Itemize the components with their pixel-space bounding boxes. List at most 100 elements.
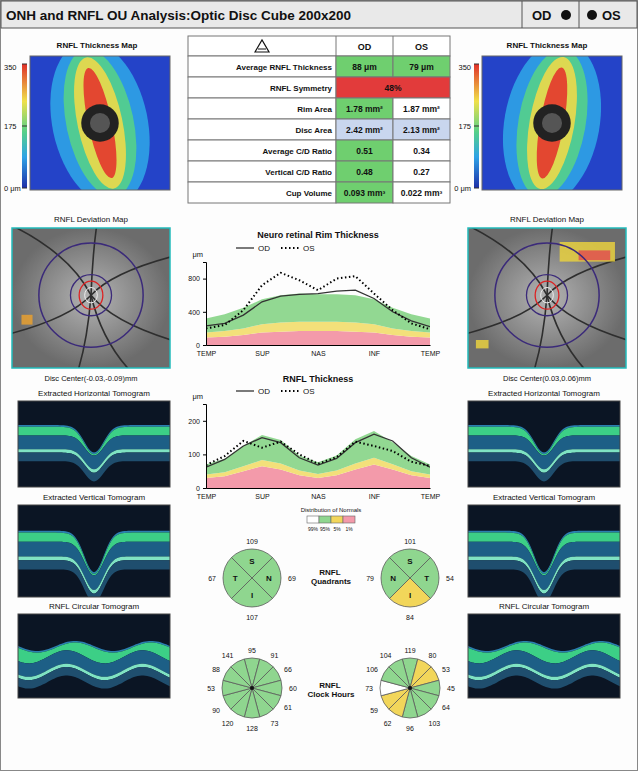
legend-swatch: [307, 516, 319, 523]
tomogram-background: [468, 401, 620, 487]
panel-title: RNFL Deviation Map: [510, 215, 585, 224]
legend-label: OD: [258, 387, 270, 396]
tomogram-border: [18, 505, 170, 597]
retina-layer: [468, 667, 620, 688]
data-label: 60: [289, 685, 297, 692]
color-bar-tick: [22, 188, 27, 189]
tomogram: [18, 401, 170, 487]
column-header: OD: [358, 42, 372, 52]
legend: OD OS: [236, 244, 315, 253]
data-label: 73: [365, 685, 373, 692]
tick-label: 0: [196, 342, 200, 349]
legend-label: OS: [303, 244, 315, 253]
legend-swatch: [319, 516, 331, 523]
map-zone: [491, 56, 614, 190]
color-bar-tick: [22, 126, 27, 127]
tick-mark: [203, 312, 206, 313]
map-zone: [506, 56, 598, 190]
map-zone: [531, 66, 574, 181]
data-label: 88: [212, 666, 220, 673]
color-bar: 3501750 μm: [4, 63, 27, 193]
y-axis: 0100200: [188, 405, 206, 492]
cell-value: 0.022 mm³: [401, 188, 443, 198]
data-label: 103: [429, 720, 441, 727]
title: ONH and RNFL OU Analysis:Optic Disc Cube…: [6, 8, 351, 23]
sector-diagram: 959166606173128120905388141: [207, 647, 297, 732]
tick-label: SUP: [255, 493, 270, 500]
tick-mark: [203, 421, 206, 422]
x-axis: TEMPSUPNASINFTEMP: [197, 488, 441, 500]
cup-outline: [541, 288, 554, 303]
panel-title: Extracted Horizontal Tomogram: [38, 389, 150, 398]
row-label-cell: [188, 119, 336, 140]
tomogram-border: [468, 401, 620, 487]
data-label: 109: [246, 538, 258, 545]
deviation-map: [12, 228, 170, 368]
optic-cup: [542, 113, 562, 133]
data-label: 101: [404, 538, 416, 545]
retina-layer: [468, 560, 620, 597]
center-dot: [250, 686, 254, 690]
x-tick: NAS: [311, 488, 326, 500]
map-zone: [52, 56, 149, 190]
x-tick: SUP: [255, 488, 270, 500]
map-border: [12, 228, 170, 368]
sector: [231, 659, 252, 688]
data-label: 91: [271, 652, 279, 659]
sector-label: I: [409, 591, 411, 600]
tomogram-background: [18, 505, 170, 597]
chart-title: Neuro retinal Rim Thickness: [257, 230, 379, 240]
legend-swatch: [281, 247, 299, 249]
row-label-cell: [188, 140, 336, 161]
data-label: 79: [366, 575, 374, 582]
sector: [389, 659, 410, 688]
tick-label: 800: [188, 275, 200, 282]
scan-circle: [39, 243, 143, 347]
cell-value: 0.34: [413, 146, 430, 156]
data-label: 59: [370, 707, 378, 714]
sector-label: I: [251, 591, 253, 600]
map-zone: [64, 56, 136, 190]
tomogram-background: [468, 505, 620, 597]
table-cell: [393, 182, 450, 203]
retina-layer: [18, 453, 170, 482]
row-label-cell: [188, 161, 336, 182]
tomogram: [468, 401, 620, 487]
tomogram: [468, 505, 620, 597]
data-label: 73: [271, 720, 279, 727]
eye-dot: [587, 10, 597, 20]
tick-mark: [203, 345, 206, 346]
axis-title: μm: [192, 392, 203, 401]
y-tick: 0: [196, 485, 206, 492]
normals-legend: Distribution of Normals99%95%5%1%: [301, 507, 362, 532]
vessel: [547, 228, 555, 295]
legend-label: OD: [258, 244, 270, 253]
map-zone: [36, 56, 164, 190]
color-bar-scale: [22, 64, 27, 188]
y-tick: 100: [188, 451, 206, 458]
chart-title: RNFL Clock Hours: [307, 681, 355, 699]
table-cell: [393, 140, 450, 161]
panel-title: Extracted Horizontal Tomogram: [488, 389, 600, 398]
deviation-patch: [476, 340, 489, 348]
disc-outline: [535, 281, 559, 309]
vessel: [547, 295, 626, 344]
scan-circle: [495, 243, 599, 347]
cell-value: 0.27: [413, 167, 430, 177]
data-label: 45: [447, 685, 455, 692]
divider: [579, 1, 580, 28]
panel-title: RNFL Circular Tomogram: [49, 602, 140, 611]
sector-label: S: [249, 557, 255, 566]
tomogram-background: [468, 614, 620, 698]
tomogram-border: [18, 614, 170, 698]
thickness-map: [30, 56, 170, 190]
data-label: 62: [384, 720, 392, 727]
panel-title: RNFL Thickness Map: [57, 41, 138, 50]
eye-label: OS: [602, 8, 621, 23]
cell-value: 0.093 mm³: [344, 188, 386, 198]
line-chart: RNFL Thickness0100200TEMPSUPNASINFTEMPμm…: [188, 374, 440, 500]
y-tick: 0: [196, 342, 206, 349]
row-label-cell: [188, 98, 336, 119]
plot-area: [206, 273, 430, 345]
legend-label: OS: [303, 387, 315, 396]
